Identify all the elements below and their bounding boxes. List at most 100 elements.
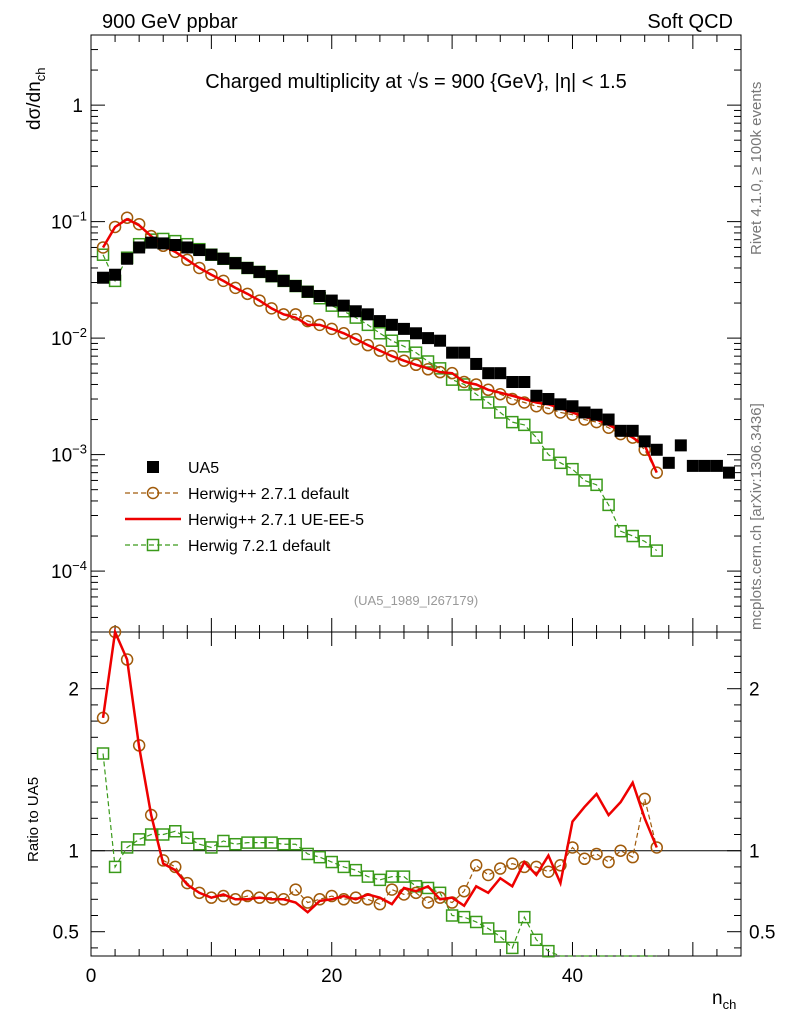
data-point-herwig-2-7-1-default — [193, 261, 206, 275]
data-point-ua5 — [253, 265, 266, 278]
data-point-ua5 — [554, 398, 567, 411]
data-point-ua5 — [349, 305, 362, 318]
data-point-herwig-7-2-1-default — [373, 327, 387, 340]
y-tick-label: 10−4 — [51, 558, 87, 583]
data-point-herwig-7-2-1-default — [590, 478, 603, 492]
y-tick-label-exp: −3 — [72, 442, 87, 457]
data-point-ua5 — [313, 289, 326, 302]
bottom-panel: 2 2 1 1 0.5 0.5 0 20 40 Ratio to UA5 nch — [25, 625, 775, 1012]
x-tick-label: 20 — [321, 966, 342, 987]
ratio-point-herwig-2-7-1-default — [337, 893, 351, 906]
ratio-point-herwig-7-2-1-default — [301, 847, 314, 861]
data-point-ua5 — [542, 393, 555, 406]
ratio-point-herwig-2-7-1-default — [626, 850, 639, 864]
data-point-herwig-2-7-1-default — [217, 274, 230, 288]
data-point-herwig-2-7-1-default — [518, 396, 531, 409]
y-tick-label-base: 10 — [51, 329, 72, 350]
ratio-point-herwig-2-7-1-default — [638, 792, 651, 806]
data-point-herwig-2-7-1-default — [481, 383, 495, 397]
data-point-ua5 — [133, 241, 146, 254]
y-tick-label-exp: −4 — [72, 558, 87, 573]
bottom-series-layer — [96, 625, 663, 958]
data-point-herwig-7-2-1-default — [638, 535, 651, 548]
y-tick-label-base: 10 — [51, 446, 72, 467]
data-point-ua5 — [157, 237, 170, 250]
data-point-ua5 — [602, 413, 615, 426]
data-point-herwig-2-7-1-default — [397, 354, 411, 367]
data-point-ua5 — [674, 439, 687, 452]
ratio-point-herwig-7-2-1-default — [132, 833, 146, 846]
ratio-point-herwig-7-2-1-default — [241, 836, 254, 849]
ratio-point-herwig-7-2-1-default — [120, 841, 134, 854]
data-point-ua5 — [434, 334, 447, 347]
data-point-ua5 — [686, 459, 699, 472]
data-point-herwig-7-2-1-default — [397, 340, 411, 353]
data-point-herwig-2-7-1-default — [325, 322, 338, 336]
ratio-point-herwig-2-7-1-default — [289, 883, 302, 896]
ratio-point-herwig-7-2-1-default — [530, 933, 543, 947]
data-point-ua5 — [518, 375, 531, 388]
legend-label-herwig-7-2-1-default: Herwig 7.2.1 default — [188, 538, 331, 555]
ratio-point-herwig-7-2-1-default — [494, 930, 507, 943]
legend-label-herwig-2-7-1-ue-ee-5: Herwig++ 2.7.1 UE-EE-5 — [188, 512, 364, 529]
ratio-axis-label: Ratio to UA5 — [25, 777, 42, 862]
y-tick-label-base: 10 — [51, 213, 72, 234]
data-point-herwig-2-7-1-default — [265, 302, 278, 315]
data-point-herwig-7-2-1-default — [506, 415, 519, 429]
ratio-point-herwig-7-2-1-default — [349, 863, 363, 877]
ratio-tick-label-right: 1 — [749, 842, 760, 863]
data-point-herwig-7-2-1-default — [530, 431, 543, 444]
ratio-point-herwig-7-2-1-default — [542, 944, 555, 958]
data-point-herwig-7-2-1-default — [542, 448, 555, 461]
ratio-point-herwig-7-2-1-default — [205, 841, 218, 854]
data-point-herwig-2-7-1-default — [205, 268, 218, 281]
ratio-point-herwig-7-2-1-default — [289, 837, 302, 851]
ratio-point-herwig-7-2-1-default — [337, 860, 351, 874]
data-point-ua5 — [217, 252, 230, 265]
legend-label-ua5: UA5 — [188, 460, 219, 477]
data-point-herwig-7-2-1-default — [578, 474, 591, 487]
ratio-tick-label-left: 2 — [68, 680, 79, 701]
data-point-ua5 — [698, 459, 711, 472]
data-point-herwig-7-2-1-default — [96, 248, 110, 261]
data-point-ua5 — [638, 435, 651, 448]
ratio-point-herwig-7-2-1-default — [156, 828, 170, 841]
ratio-point-herwig-7-2-1-default — [229, 837, 242, 851]
data-point-herwig-2-7-1-default — [337, 327, 351, 340]
data-point-ua5 — [205, 248, 218, 261]
y-axis-label-main: dσ/dn — [24, 81, 45, 130]
data-point-herwig-2-7-1-default — [241, 287, 254, 301]
data-point-ua5 — [530, 389, 543, 402]
ratio-point-herwig-7-2-1-default — [217, 834, 230, 848]
ratio-point-herwig-7-2-1-default — [325, 855, 338, 869]
bottom-x-axis: 0 20 40 — [86, 632, 742, 987]
side-label-rivet: Rivet 4.1.0, ≥ 100k events — [748, 82, 765, 255]
y-tick-label: 10−1 — [51, 209, 87, 234]
ratio-point-herwig-7-2-1-default — [373, 873, 387, 887]
data-point-ua5 — [494, 367, 507, 380]
data-point-ua5 — [458, 346, 471, 359]
watermark-label: (UA5_1989_I267179) — [354, 593, 478, 608]
ratio-point-herwig-7-2-1-default — [265, 836, 278, 849]
ratio-point-herwig-7-2-1-default — [277, 837, 290, 851]
data-point-herwig-2-7-1-default — [506, 392, 519, 406]
data-point-herwig-7-2-1-default — [433, 362, 447, 375]
data-point-herwig-2-7-1-default — [373, 344, 387, 357]
ratio-point-herwig-7-2-1-default — [181, 831, 194, 844]
legend-label-herwig-2-7-1-default: Herwig++ 2.7.1 default — [188, 486, 350, 503]
x-tick-label: 40 — [562, 966, 583, 987]
data-point-herwig-7-2-1-default — [481, 396, 495, 409]
ratio-line-herwig-2-7-1-ue-ee-5 — [101, 627, 658, 914]
ratio-point-herwig-2-7-1-default — [578, 852, 591, 866]
ratio-point-herwig-7-2-1-default — [469, 915, 483, 929]
ratio-tick-label-left: 0.5 — [53, 923, 79, 944]
data-point-herwig-7-2-1-default — [421, 355, 435, 368]
ratio-point-herwig-2-7-1-default — [614, 844, 627, 857]
data-point-ua5 — [193, 244, 206, 257]
x-tick-label: 0 — [86, 966, 97, 987]
y-tick-label: 10−2 — [51, 325, 87, 350]
data-point-herwig-2-7-1-default — [361, 338, 375, 352]
ratio-point-herwig-2-7-1-default — [409, 886, 423, 900]
ratio-point-herwig-2-7-1-default — [156, 854, 170, 867]
